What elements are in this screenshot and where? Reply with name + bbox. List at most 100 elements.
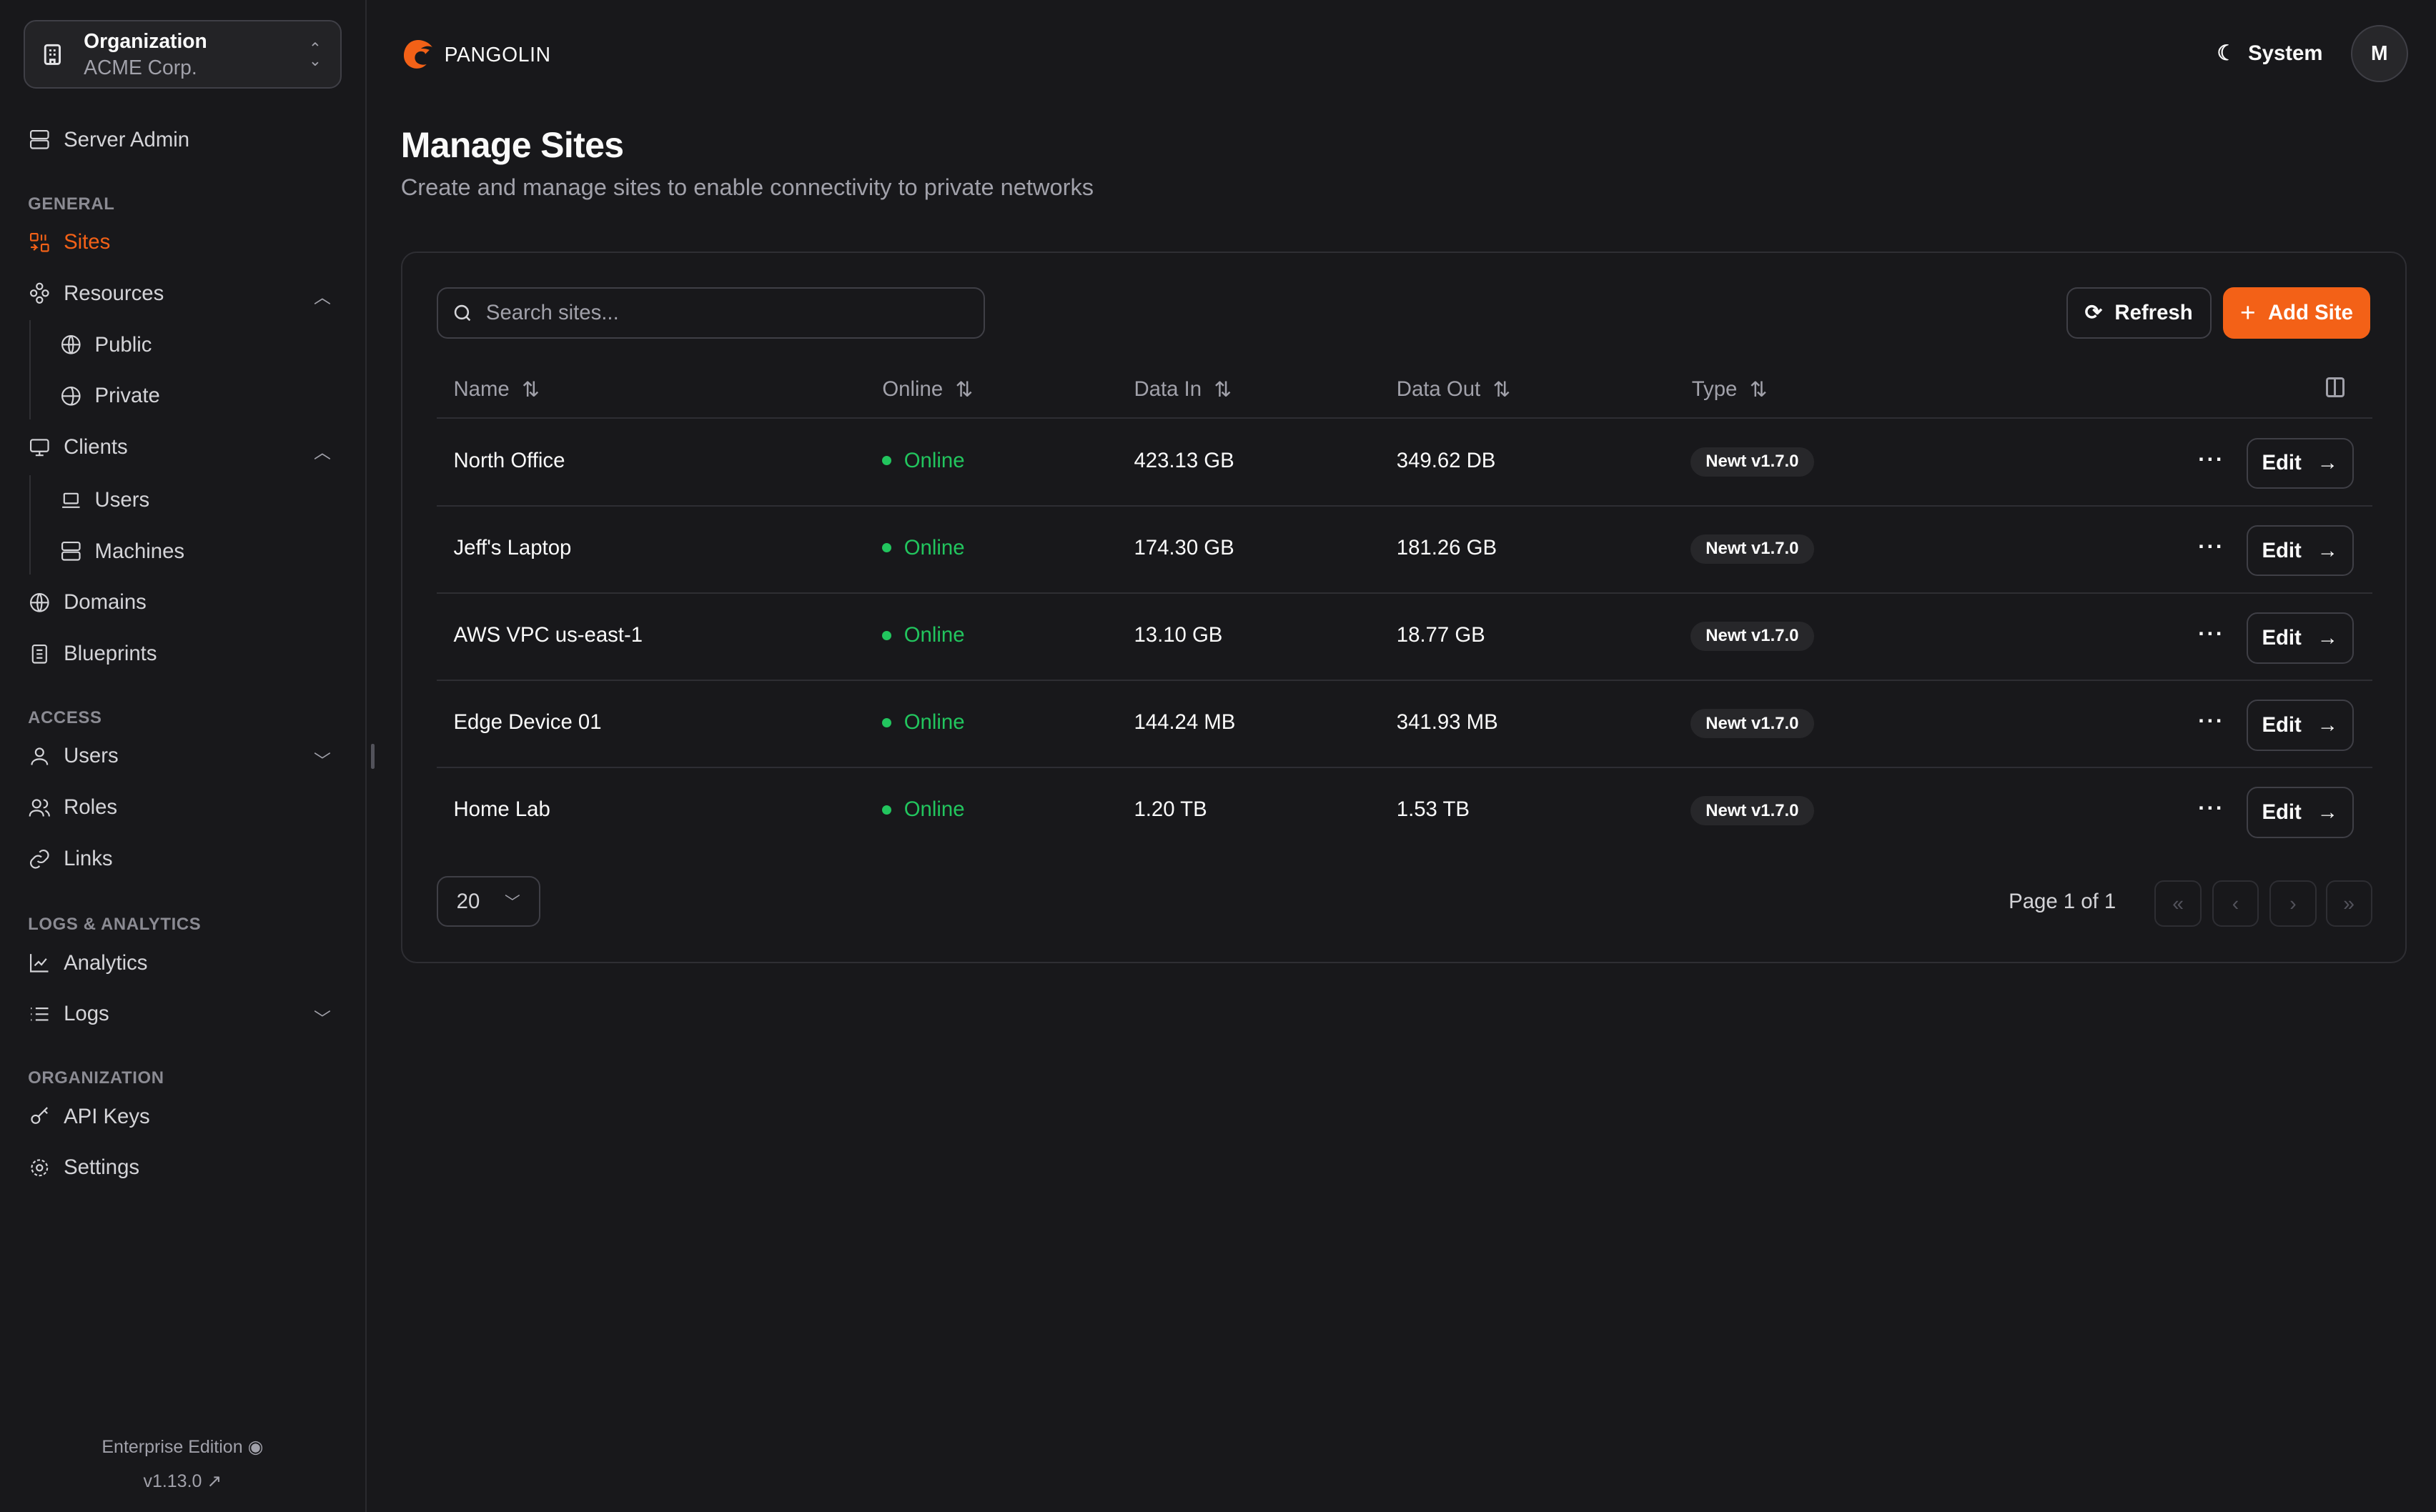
data-in: 174.30 GB (1134, 535, 1234, 559)
add-site-button[interactable]: + Add Site (2223, 287, 2370, 339)
more-actions-icon[interactable]: ··· (2198, 796, 2225, 821)
sidebar-item-analytics[interactable]: Analytics (28, 948, 147, 978)
type-badge: Newt v1.7.0 (1690, 534, 1815, 564)
search-input[interactable]: Search sites... (436, 287, 985, 339)
next-page-button[interactable]: › (2269, 880, 2317, 927)
search-placeholder: Search sites... (485, 300, 619, 324)
chevron-down-icon[interactable]: ﹀ (314, 1010, 331, 1030)
edit-button[interactable]: Edit → (2246, 700, 2354, 751)
data-out: 181.26 GB (1396, 535, 1497, 559)
type-badge: Newt v1.7.0 (1690, 447, 1815, 477)
org-selector[interactable]: Organization ACME Corp. ⌃ ⌄ (23, 20, 342, 89)
status-dot-icon (882, 717, 892, 727)
sidebar-item-clients[interactable]: Clients (28, 432, 128, 462)
label: API Keys (64, 1104, 150, 1128)
edition-link[interactable]: Enterprise Edition ◉ (0, 1436, 365, 1458)
sites-icon (30, 232, 49, 252)
type-badge: Newt v1.7.0 (1690, 796, 1815, 826)
sidebar-item-private[interactable]: Private (59, 381, 160, 412)
column-header-name[interactable]: Name ⇅ (453, 377, 539, 402)
sidebar-item-api-keys[interactable]: API Keys (28, 1101, 150, 1132)
edit-button[interactable]: Edit → (2246, 437, 2354, 489)
edit-label: Edit (2262, 538, 2302, 562)
list-icon (31, 1008, 49, 1021)
more-actions-icon[interactable]: ··· (2198, 447, 2225, 472)
status-label: Online (903, 710, 965, 735)
sidebar-item-users[interactable]: Users (28, 741, 119, 772)
status-label: Online (903, 535, 965, 559)
column-header-data-out[interactable]: Data Out ⇅ (1397, 377, 1510, 402)
version-link[interactable]: v1.13.0 ↗ (0, 1471, 365, 1492)
sidebar-item-logs[interactable]: Logs (28, 999, 109, 1030)
sidebar-item-public[interactable]: Public (59, 329, 152, 360)
theme-toggle[interactable]: ☾ System (2217, 41, 2322, 66)
sidebar-item-blueprints[interactable]: Blueprints (28, 638, 157, 669)
chevron-up-icon[interactable]: ︿ (314, 287, 331, 307)
sidebar-resize-handle[interactable] (371, 744, 375, 769)
sidebar-item-client-users[interactable]: Users (59, 484, 149, 515)
edit-button[interactable]: Edit → (2246, 612, 2354, 664)
brand-name: PANGOLIN (444, 42, 551, 66)
org-label: Organization (84, 29, 207, 52)
edit-button[interactable]: Edit → (2246, 524, 2354, 577)
page-subtitle: Create and manage sites to enable connec… (400, 174, 1094, 201)
sort-icon: ⇅ (1749, 377, 1768, 402)
server-icon (61, 542, 81, 561)
edit-button[interactable]: Edit → (2246, 787, 2354, 838)
status-label: Online (903, 623, 965, 647)
sort-icon: ⇅ (1492, 377, 1511, 402)
edit-label: Edit (2262, 800, 2302, 825)
label: Logs (64, 1002, 109, 1026)
more-actions-icon[interactable]: ··· (2198, 709, 2225, 734)
label: Clients (64, 434, 128, 459)
columns-toggle-icon[interactable] (2325, 377, 2345, 398)
label: Data In (1134, 377, 1202, 402)
add-site-label: Add Site (2267, 300, 2353, 324)
org-name: ACME Corp. (84, 56, 197, 79)
section-logs: LOGS & ANALYTICS (28, 915, 202, 935)
more-actions-icon[interactable]: ··· (2198, 534, 2225, 559)
chevron-up-icon[interactable]: ︿ (314, 442, 331, 462)
data-in: 13.10 GB (1134, 623, 1223, 647)
status-label: Online (903, 448, 965, 472)
status-label: Online (903, 797, 965, 822)
plus-icon: + (2239, 297, 2256, 327)
avatar[interactable]: M (2350, 24, 2408, 83)
last-page-button[interactable]: » (2325, 880, 2372, 927)
prev-page-button[interactable]: ‹ (2212, 880, 2259, 927)
sidebar-item-sites[interactable]: Sites (28, 227, 110, 257)
sidebar-item-server-admin[interactable]: Server Admin (28, 124, 189, 155)
page-size-value: 20 (456, 889, 480, 913)
brand-logo[interactable]: PANGOLIN (401, 37, 551, 71)
column-header-online[interactable]: Online ⇅ (882, 377, 973, 402)
sidebar: Organization ACME Corp. ⌃ ⌄ Server Admin … (0, 0, 367, 1512)
data-out: 349.62 DB (1396, 448, 1496, 472)
first-page-button[interactable]: « (2154, 880, 2202, 927)
file-text-icon (31, 644, 47, 664)
edit-label: Edit (2262, 712, 2302, 737)
sidebar-item-machines[interactable]: Machines (59, 536, 184, 567)
sites-card: Search sites... ⟳ Refresh + Add Site Name ⇅… (400, 252, 2407, 963)
label: Server Admin (64, 127, 190, 151)
page-size-select[interactable]: 20 ﹀ (436, 875, 541, 927)
sidebar-item-domains[interactable]: Domains (28, 587, 147, 618)
label: Domains (64, 590, 147, 615)
status-dot-icon (882, 456, 892, 466)
online-status: Online (882, 710, 965, 735)
globe-icon (30, 593, 49, 612)
refresh-button[interactable]: ⟳ Refresh (2066, 287, 2212, 339)
data-in: 1.20 TB (1134, 797, 1207, 822)
arrow-right-icon: → (2317, 625, 2338, 650)
sidebar-item-links[interactable]: Links (28, 843, 113, 874)
chevron-down-icon[interactable]: ﹀ (314, 752, 331, 772)
more-actions-icon[interactable]: ··· (2198, 621, 2225, 646)
sidebar-item-settings[interactable]: Settings (28, 1153, 139, 1183)
refresh-label: Refresh (2114, 300, 2193, 324)
table-row: Home Lab Online 1.20 TB 1.53 TB Newt v1.… (436, 767, 2372, 854)
column-header-data-in[interactable]: Data In ⇅ (1134, 377, 1232, 402)
pangolin-logo-icon (403, 40, 432, 69)
sidebar-item-resources[interactable]: Resources (28, 278, 164, 309)
sidebar-item-roles[interactable]: Roles (28, 792, 117, 822)
column-header-type[interactable]: Type ⇅ (1692, 377, 1768, 402)
monitor-icon (30, 439, 49, 456)
